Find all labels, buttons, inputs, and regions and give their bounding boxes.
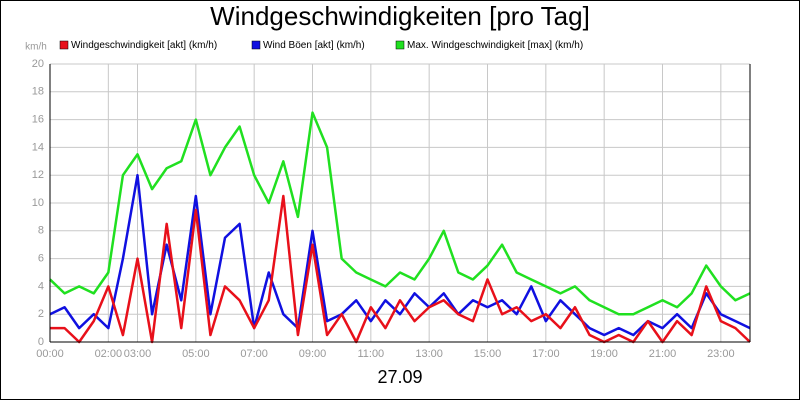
y-tick-label: 6 bbox=[38, 253, 44, 265]
y-tick-label: 0 bbox=[38, 336, 44, 348]
x-tick-label: 17:00 bbox=[532, 348, 560, 360]
y-tick-label: 20 bbox=[32, 58, 44, 70]
y-tick-label: 16 bbox=[32, 114, 44, 126]
y-tick-label: 4 bbox=[38, 280, 44, 292]
x-tick-label: 00:00 bbox=[36, 348, 64, 360]
y-tick-label: 14 bbox=[32, 141, 44, 153]
x-tick-label: 02:00 bbox=[95, 348, 123, 360]
x-tick-label: 11:00 bbox=[357, 348, 384, 360]
y-tick-label: 12 bbox=[32, 169, 44, 181]
data-line bbox=[49, 173, 751, 337]
x-tick-label: 15:00 bbox=[474, 348, 502, 360]
x-tick-label: 05:00 bbox=[182, 348, 210, 360]
legend-label: Max. Windgeschwindigkeit [max] (km/h) bbox=[407, 40, 583, 51]
legend-label: Wind Böen [akt] (km/h) bbox=[263, 40, 365, 51]
legend-swatch bbox=[251, 40, 261, 50]
x-tick-label: 03:00 bbox=[124, 348, 152, 360]
x-tick-label: 23:00 bbox=[707, 348, 735, 360]
legend-label: Windgeschwindigkeit [akt] (km/h) bbox=[71, 40, 217, 51]
x-tick-label: 19:00 bbox=[590, 348, 618, 360]
x-tick-label: 13:00 bbox=[415, 348, 443, 360]
data-line bbox=[49, 111, 751, 316]
y-tick-label: 10 bbox=[32, 197, 44, 209]
y-tick-label: 18 bbox=[32, 86, 44, 98]
y-axis-label: km/h bbox=[25, 42, 47, 53]
chart-title: Windgeschwindigkeiten [pro Tag] bbox=[210, 1, 590, 31]
legend-swatch bbox=[59, 40, 69, 50]
y-tick-label: 2 bbox=[38, 308, 44, 320]
x-tick-label: 07:00 bbox=[240, 348, 268, 360]
legend-swatch bbox=[395, 40, 405, 50]
x-tick-label: 21:00 bbox=[649, 348, 677, 360]
x-axis-label: 27.09 bbox=[377, 367, 422, 387]
x-tick-label: 09:00 bbox=[299, 348, 327, 360]
y-tick-label: 8 bbox=[38, 225, 44, 237]
